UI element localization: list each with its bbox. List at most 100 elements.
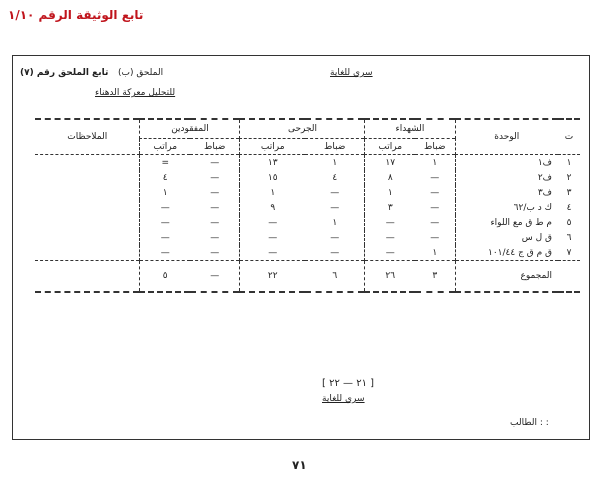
cell: ١ — [139, 185, 190, 200]
classification: سري للغاية — [330, 68, 373, 78]
header-note: تابع الوثيقة الرقم ١/١٠ — [8, 8, 144, 22]
total-cell: ٢٢ — [239, 260, 305, 293]
total-row: المجموع ٣ ٢٦ ٦ ٢٢—٥ — [35, 260, 580, 293]
table-row: ٤ ك د ب/٦٢ — ٣ — ٩ — — — [35, 200, 580, 215]
total-cell: ٣ — [415, 260, 455, 293]
column-header: الجرحى — [239, 118, 365, 139]
row-label: ف١ — [454, 154, 558, 170]
row-label: ف٢ — [454, 170, 558, 185]
cell: ١ — [432, 157, 438, 168]
cell: — — [430, 217, 440, 228]
spacer — [558, 260, 580, 293]
cell: ١ — [432, 247, 438, 258]
table-row: ٦ ق ل س — — — — — — — [35, 230, 580, 245]
cell: ٤ — [139, 170, 190, 185]
cell: ١٥ — [239, 170, 305, 185]
cell: — — [364, 245, 415, 261]
row-label: م ط ق مع اللواء — [454, 215, 558, 230]
cell: — — [239, 245, 305, 261]
row-label: ٥ — [566, 217, 572, 228]
page-frame — [12, 55, 590, 440]
table-row: ٢ ف٢ — ٨ ٤ ١٥ — ٤ — [35, 170, 580, 185]
cell: — — [210, 217, 220, 228]
cell: — — [330, 202, 340, 213]
total-cell: — — [189, 260, 240, 293]
column-header: الوحدة — [454, 118, 558, 155]
total-cell: ٥ — [139, 260, 190, 293]
signature: الطالب : : — [510, 418, 549, 428]
row-label: ٣ — [566, 187, 572, 198]
cell: — — [210, 187, 220, 198]
notes-cell — [35, 170, 140, 185]
cell: ٩ — [239, 200, 305, 215]
casualty-table: ت الوحدة الشهداء الجرحى المفقودين الملاح… — [35, 118, 580, 293]
page-number: ٧١ — [292, 458, 307, 472]
notes-cell — [35, 185, 140, 200]
cell: — — [210, 247, 220, 258]
table-row: ٣ ف٣ — ١ — ١ — ١ — [35, 185, 580, 200]
row-label: ف٣ — [454, 185, 558, 200]
table-row: ٥ م ط ق مع اللواء — — ١ — — — — [35, 215, 580, 230]
subtitle: للتحليل معركة الدهناء — [95, 88, 176, 98]
cell: ١ — [332, 157, 338, 168]
table-body: ١ ف١ ١ ١٧ ١ ١٣— = ٢ ف٢—٨ ٤ ١٥—٤ ٣ ف٣—١—١—١ ٤ ك د ب/٦٢—… — [35, 154, 580, 293]
column-header: ت — [558, 118, 580, 155]
row-label: ١ — [566, 157, 572, 168]
cell: = — [139, 154, 190, 170]
annex-ref: تابع الملحق رقم (٧) — [20, 68, 109, 78]
notes-cell — [35, 260, 140, 293]
notes-cell — [35, 230, 140, 245]
cell: — — [139, 200, 190, 215]
table-row: ٧ ق م ق ج ١٠١/٤٤ ١ — — — — — — [35, 245, 580, 261]
total-cell: ٦ — [304, 260, 365, 293]
cell: — — [364, 230, 415, 245]
cell: ١٣ — [239, 154, 305, 170]
row-label: ٢ — [566, 172, 572, 183]
subcolumn-header: ضباط — [415, 138, 455, 155]
subcolumn-header: ضباط — [304, 138, 365, 155]
cell: — — [430, 172, 440, 183]
cell: ٣ — [364, 200, 415, 215]
row-label: ٦ — [566, 232, 572, 243]
cell: — — [239, 215, 305, 230]
cell: — — [139, 245, 190, 261]
notes-cell — [35, 200, 140, 215]
cell: — — [210, 157, 220, 168]
notes-cell — [35, 155, 140, 171]
range: [ ٢١ — ٢٢ ] — [322, 378, 375, 389]
cell: ١ — [332, 217, 338, 228]
row-label: ق ل س — [454, 230, 558, 245]
row-label: ٤ — [566, 202, 572, 213]
cell: ١٧ — [364, 154, 415, 170]
cell: ٨ — [364, 170, 415, 185]
cell: — — [364, 215, 415, 230]
table-row: ١ ف١ ١ ١٧ ١ ١٣ — = — [35, 154, 580, 171]
cell: — — [330, 247, 340, 258]
cell: ١ — [364, 185, 415, 200]
cell: — — [239, 230, 305, 245]
annex: الملحق (ب) — [118, 68, 164, 78]
cell: — — [330, 232, 340, 243]
cell: — — [210, 172, 220, 183]
cell: ١ — [239, 185, 305, 200]
cell: — — [139, 215, 190, 230]
notes-cell — [35, 215, 140, 230]
column-header: الشهداء — [364, 118, 455, 139]
subcolumn-header: ضباط — [189, 138, 240, 155]
total-label: المجموع — [454, 260, 558, 293]
subheader-row: ضباط مراتب ضباط مراتب ضباط مراتب — [35, 138, 580, 155]
row-label: ٧ — [566, 247, 572, 258]
cell: — — [139, 230, 190, 245]
cell: — — [210, 202, 220, 213]
subcolumn-header: مراتب — [364, 138, 415, 155]
cell: — — [430, 202, 440, 213]
column-header: المفقودين — [139, 118, 240, 139]
total-cell: ٢٦ — [364, 260, 415, 293]
notes-cell — [35, 245, 140, 261]
column-header: الملاحظات — [35, 118, 140, 155]
subcolumn-header: مراتب — [139, 138, 190, 155]
cell: — — [210, 232, 220, 243]
row-label: ق م ق ج ١٠١/٤٤ — [454, 245, 558, 261]
footer-classification: سري للغاية — [322, 394, 365, 404]
